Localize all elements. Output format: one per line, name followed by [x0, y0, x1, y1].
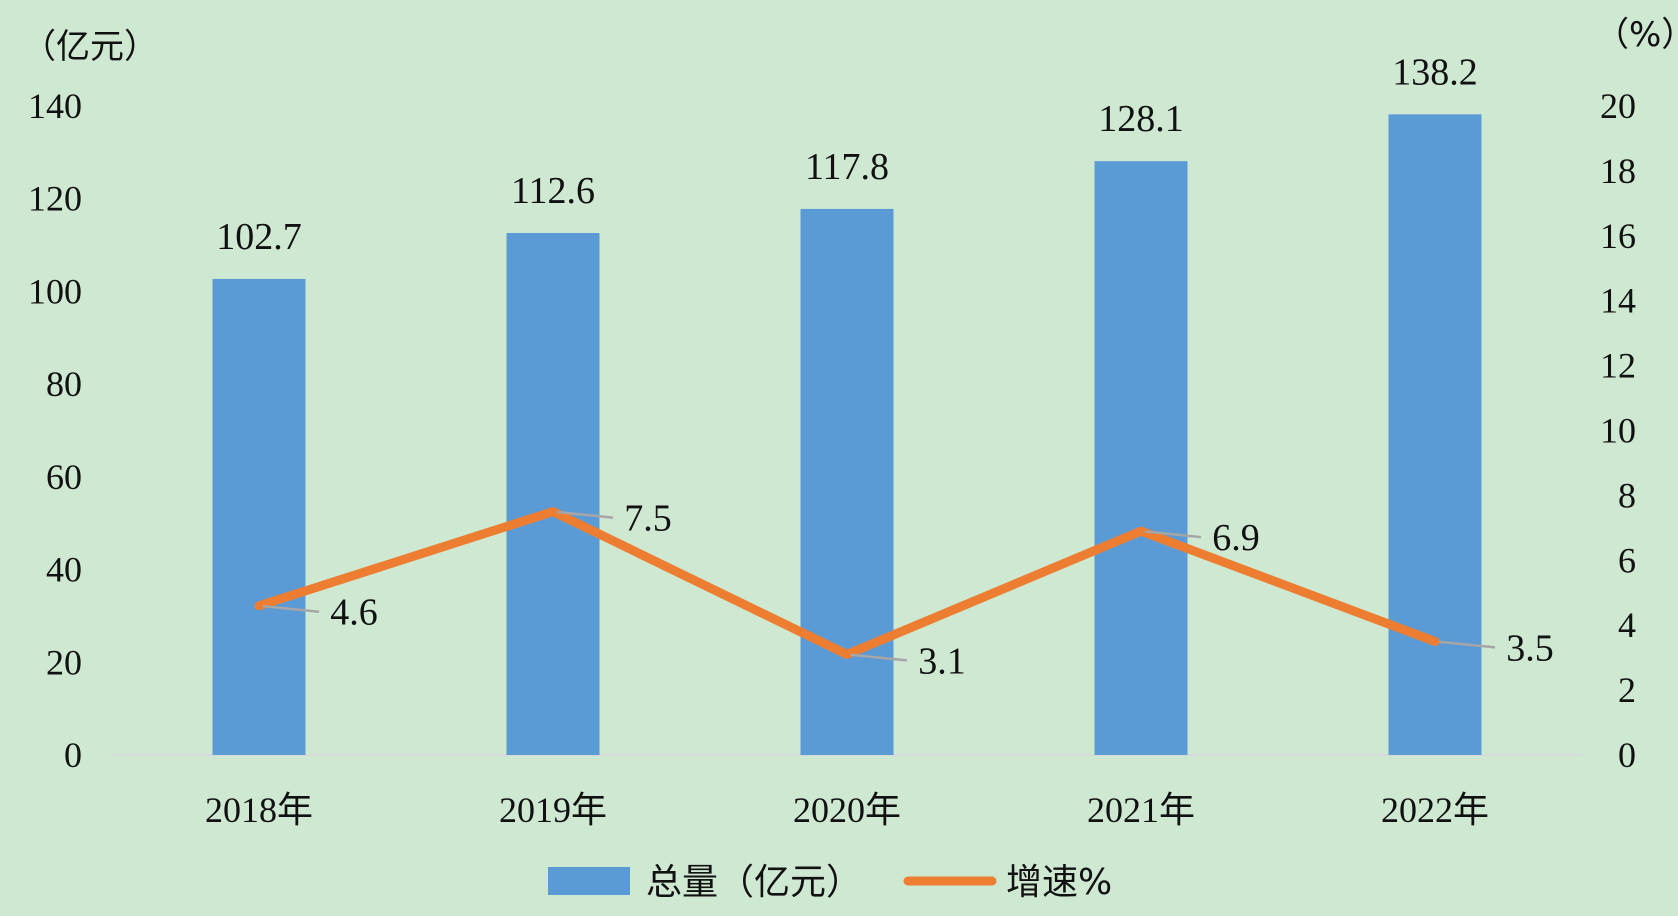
y-right-tick-label: 10 [1600, 411, 1636, 451]
y-right-tick-label: 16 [1600, 216, 1636, 256]
line-point [1137, 527, 1145, 536]
y-left-tick-label: 60 [46, 457, 82, 497]
line-label-leader [1434, 640, 1496, 649]
line-label-leader [1140, 529, 1202, 539]
y-left-tick-label: 80 [46, 364, 82, 404]
bar-value-label: 138.2 [1392, 51, 1478, 93]
y-left-tick-label: 40 [46, 550, 82, 590]
x-tick-label: 2019年 [499, 790, 607, 830]
line-label-leader [552, 510, 614, 519]
line-label-leader [846, 653, 908, 662]
x-tick-label: 2020年 [793, 790, 901, 830]
bar-value-label: 102.7 [216, 216, 302, 258]
line-label-leader [258, 604, 320, 613]
y-left-tick-label: 100 [28, 271, 82, 311]
legend-label-line: 增速% [1006, 862, 1112, 903]
x-tick-label: 2021年 [1087, 790, 1195, 830]
bar [212, 278, 306, 755]
bar-value-label: 112.6 [511, 170, 595, 212]
line-value-label: 7.5 [624, 498, 672, 540]
line-point [255, 601, 263, 610]
y-left-unit-label: （亿元） [22, 27, 158, 67]
y-left-tick-label: 140 [28, 86, 82, 126]
line-point [1431, 637, 1439, 646]
y-right-tick-label: 12 [1600, 346, 1636, 386]
legend-label-bar: 总量（亿元） [646, 862, 862, 903]
y-left-tick-label: 0 [64, 735, 82, 775]
bar [800, 208, 894, 756]
y-right-tick-label: 20 [1600, 86, 1636, 126]
x-tick-label: 2022年 [1381, 790, 1489, 830]
line-point [549, 507, 557, 516]
x-tick-label: 2018年 [205, 790, 313, 830]
y-left-tick-label: 20 [46, 642, 82, 682]
y-left-tick-label: 120 [28, 179, 82, 219]
y-right-unit-label: （%） [1595, 15, 1678, 55]
y-right-tick-label: 14 [1600, 281, 1636, 321]
bar-value-label: 117.8 [805, 146, 889, 188]
line-value-label: 4.6 [330, 592, 378, 634]
y-right-tick-label: 0 [1618, 735, 1636, 775]
bar [1388, 114, 1482, 755]
bar [506, 233, 600, 756]
y-right-tick-label: 8 [1618, 475, 1636, 515]
bar-value-label: 128.1 [1098, 98, 1184, 140]
y-right-tick-label: 4 [1618, 605, 1636, 645]
legend-swatch-bar [548, 867, 630, 895]
bar [1094, 161, 1188, 756]
line-value-label: 3.5 [1506, 627, 1554, 669]
line-point [843, 650, 851, 659]
y-right-tick-label: 6 [1618, 540, 1636, 580]
line-value-label: 3.1 [918, 640, 966, 682]
y-right-tick-label: 2 [1618, 670, 1636, 710]
line-value-label: 6.9 [1212, 517, 1260, 559]
y-right-tick-label: 18 [1600, 151, 1636, 191]
